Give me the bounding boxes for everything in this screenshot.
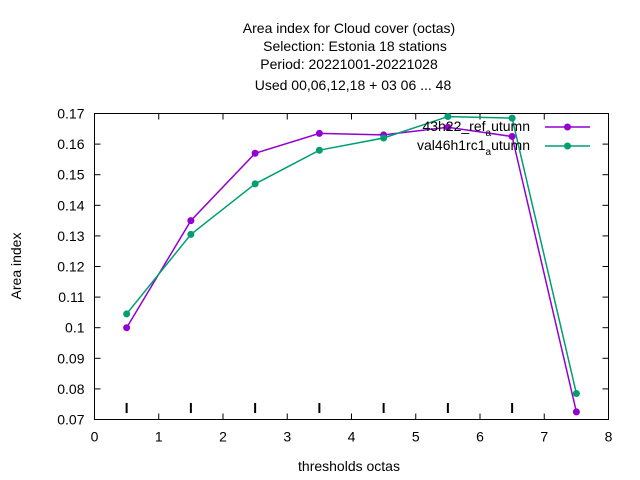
y-tick-label: 0.13 bbox=[57, 228, 84, 244]
data-point bbox=[251, 180, 259, 188]
y-tick-label: 0.08 bbox=[57, 381, 84, 397]
legend-marker-2 bbox=[564, 142, 571, 150]
x-tick-label: 1 bbox=[155, 429, 163, 445]
x-tick-label: 6 bbox=[476, 429, 484, 445]
series-line-1 bbox=[125, 126, 578, 413]
chart-title: Area index for Cloud cover (octas) Selec… bbox=[243, 20, 455, 93]
data-point bbox=[572, 389, 580, 397]
data-point bbox=[187, 230, 195, 238]
y-tick-label: 0.15 bbox=[57, 167, 84, 183]
data-point bbox=[508, 132, 516, 140]
data-point bbox=[251, 149, 259, 157]
data-point bbox=[187, 217, 195, 225]
y-tick-label: 0.11 bbox=[58, 289, 84, 305]
x-tick-label: 8 bbox=[605, 429, 613, 445]
x-tick-label: 7 bbox=[540, 429, 548, 445]
x-axis-label: thresholds octas bbox=[298, 458, 400, 474]
y-axis-label: Area index bbox=[8, 233, 24, 300]
title-line-4: Used 00,06,12,18 + 03 06 ... 48 bbox=[255, 77, 452, 93]
data-point bbox=[315, 129, 323, 137]
y-tick-label: 0.16 bbox=[57, 136, 84, 152]
data-point bbox=[123, 310, 131, 318]
y-tick-label: 0.1 bbox=[65, 320, 85, 336]
plot-border bbox=[94, 113, 609, 420]
data-point bbox=[123, 324, 131, 332]
legend-label-1: 43h22_refautumn bbox=[422, 118, 530, 139]
threshold-marks bbox=[125, 403, 514, 413]
data-point bbox=[315, 146, 323, 154]
x-tick-label: 3 bbox=[283, 429, 291, 445]
legend-label-2: val46h1rc1autumn bbox=[417, 137, 530, 158]
series-group bbox=[123, 113, 580, 416]
data-point bbox=[508, 114, 516, 122]
data-point bbox=[444, 123, 452, 131]
y-tick-label: 0.07 bbox=[57, 412, 84, 428]
x-tick-label: 5 bbox=[412, 429, 420, 445]
title-line-3: Period: 20221001-20221028 bbox=[260, 56, 438, 72]
y-axis: 0.07 0.08 0.09 0.1 0.11 0.12 0.13 0.14 0.15 0.16 0… bbox=[57, 106, 609, 428]
y-tick-label: 0.17 bbox=[57, 106, 84, 122]
title-line-1: Area index for Cloud cover (octas) bbox=[243, 20, 455, 36]
data-point bbox=[380, 134, 388, 142]
title-line-2: Selection: Estonia 18 stations bbox=[263, 38, 447, 54]
x-tick-label: 2 bbox=[219, 429, 227, 445]
y-tick-label: 0.12 bbox=[57, 259, 84, 275]
x-axis: 0 1 2 3 4 5 6 7 8 bbox=[91, 113, 613, 445]
series-line-2 bbox=[126, 115, 578, 394]
x-tick-label: 0 bbox=[91, 429, 99, 445]
data-point bbox=[572, 408, 580, 416]
x-tick-label: 4 bbox=[348, 429, 356, 445]
y-tick-label: 0.14 bbox=[57, 197, 84, 213]
legend-marker-1 bbox=[564, 123, 571, 131]
data-point bbox=[444, 113, 452, 121]
y-tick-label: 0.09 bbox=[57, 350, 84, 366]
